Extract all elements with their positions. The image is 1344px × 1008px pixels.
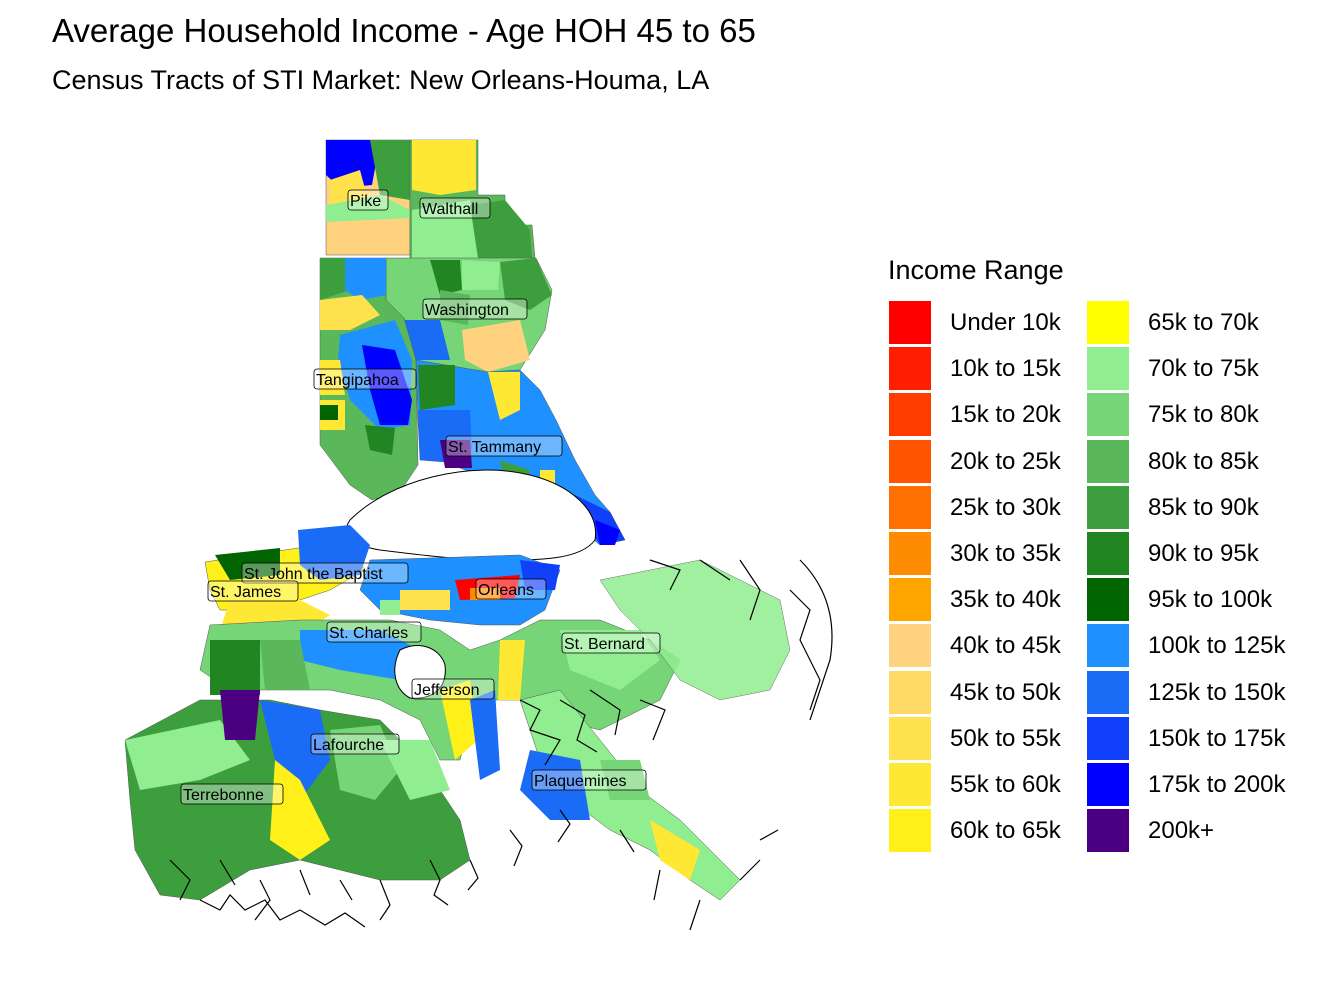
parish-label-plaquemines-text: Plaquemines (534, 773, 627, 790)
legend-swatch (889, 393, 931, 437)
legend-swatch (1087, 301, 1129, 344)
region-south-west (124, 690, 471, 901)
legend-swatch (889, 439, 931, 483)
region-st-bernard-marsh (599, 559, 791, 701)
parish-label-walthall-text: Walthall (422, 201, 478, 218)
legend-swatch (1087, 809, 1129, 853)
legend-swatch (1087, 578, 1129, 622)
legend-label: 95k to 100k (1148, 586, 1273, 614)
parish-label-orleans: Orleans (475, 578, 547, 600)
legend-label: 125k to 150k (1148, 678, 1286, 706)
legend-label: 90k to 95k (1148, 539, 1259, 567)
region-pike (325, 139, 411, 256)
map-title: Average Household Income - Age HOH 45 to… (52, 12, 756, 49)
legend-swatch (889, 578, 931, 622)
legend-swatch (1087, 716, 1129, 760)
parish-label-washington: Washington (422, 298, 528, 320)
legend-label: 50k to 55k (950, 724, 1061, 752)
legend-label: 175k to 200k (1148, 770, 1286, 798)
region-central (199, 619, 681, 780)
legend-label: 55k to 60k (950, 770, 1061, 798)
legend-swatch (1087, 624, 1129, 668)
legend-swatch (1087, 531, 1129, 575)
parish-label-tangipahoa-text: Tangipahoa (316, 372, 399, 389)
parish-label-st-bernard-text: St. Bernard (564, 636, 645, 653)
legend-swatch (1087, 485, 1129, 529)
legend-label: 10k to 15k (950, 355, 1061, 383)
lake-pontchartrain (345, 469, 597, 561)
legend-label: 20k to 25k (950, 447, 1061, 475)
legend-label: 60k to 65k (950, 817, 1061, 845)
legend-swatch (1087, 347, 1129, 391)
parish-label-st-tammany: St. Tammany (445, 435, 563, 457)
legend-swatch (889, 716, 931, 760)
region-orleans (359, 554, 561, 626)
parish-label-lafourche-text: Lafourche (313, 737, 384, 754)
coastline-marsh (169, 559, 833, 931)
lake-salvador (394, 645, 446, 699)
legend-label: Under 10k (950, 309, 1061, 336)
parish-label-jefferson: Jefferson (411, 678, 495, 700)
region-plaquemines (519, 689, 741, 901)
legend-title: Income Range (888, 255, 1064, 285)
parish-label-terrebonne: Terrebonne (180, 783, 284, 805)
parish-label-st-john: St. John the Baptist (241, 562, 409, 584)
parish-label-st-charles: St. Charles (326, 621, 422, 643)
legend-label: 40k to 45k (950, 632, 1061, 660)
legend-swatch (889, 301, 931, 344)
legend-label: 45k to 50k (950, 678, 1061, 706)
legend-swatch (889, 624, 931, 668)
legend-label: 75k to 80k (1148, 401, 1259, 429)
parish-label-plaquemines: Plaquemines (531, 769, 647, 791)
legend-swatch (889, 809, 931, 853)
legend: Income Range Under 10k 10k to 15k 15k to… (888, 250, 1328, 860)
parish-label-lafourche: Lafourche (310, 733, 400, 755)
map-subtitle: Census Tracts of STI Market: New Orleans… (52, 65, 710, 95)
region-washington (385, 257, 553, 373)
parish-label-pike: Pike (347, 189, 389, 211)
legend-label: 100k to 125k (1148, 632, 1286, 660)
legend-swatch (889, 347, 931, 391)
legend-label: 70k to 75k (1148, 355, 1259, 383)
parish-label-st-tammany-text: St. Tammany (448, 439, 541, 456)
legend-label: 150k to 175k (1148, 724, 1286, 752)
legend-swatch (889, 485, 931, 529)
legend-swatch (1087, 762, 1129, 806)
legend-label: 80k to 85k (1148, 447, 1259, 475)
legend-label: 15k to 20k (950, 401, 1061, 429)
parish-label-st-james-text: St. James (210, 584, 281, 601)
legend-label: 30k to 35k (950, 539, 1061, 567)
legend-swatch (889, 762, 931, 806)
parish-label-walthall: Walthall (419, 197, 491, 219)
legend-label: 200k+ (1148, 817, 1215, 845)
parish-label-terrebonne-text: Terrebonne (183, 787, 264, 804)
legend-swatch (1087, 393, 1129, 437)
parish-label-pike-text: Pike (350, 193, 381, 210)
parish-label-jefferson-text: Jefferson (414, 682, 480, 699)
legend-label: 35k to 40k (950, 586, 1061, 614)
region-tangipahoa (319, 257, 419, 501)
legend-swatch (889, 531, 931, 575)
legend-swatch (889, 670, 931, 714)
region-walthall (409, 139, 536, 259)
parish-label-washington-text: Washington (425, 302, 509, 319)
parish-label-st-james: St. James (207, 580, 299, 602)
legend-label: 85k to 90k (1148, 493, 1259, 521)
parish-label-st-john-text: St. John the Baptist (244, 566, 383, 583)
legend-swatch (1087, 439, 1129, 483)
legend-label: 25k to 30k (950, 493, 1061, 521)
legend-label: 65k to 70k (1148, 309, 1259, 336)
choropleth-map: Pike Walthall Washington Tangipahoa St. … (124, 139, 833, 931)
parish-label-st-bernard: St. Bernard (561, 632, 661, 654)
parish-label-tangipahoa: Tangipahoa (313, 368, 417, 390)
parish-label-st-charles-text: St. Charles (329, 625, 408, 642)
legend-swatch (1087, 670, 1129, 714)
parish-label-orleans-text: Orleans (478, 582, 534, 599)
